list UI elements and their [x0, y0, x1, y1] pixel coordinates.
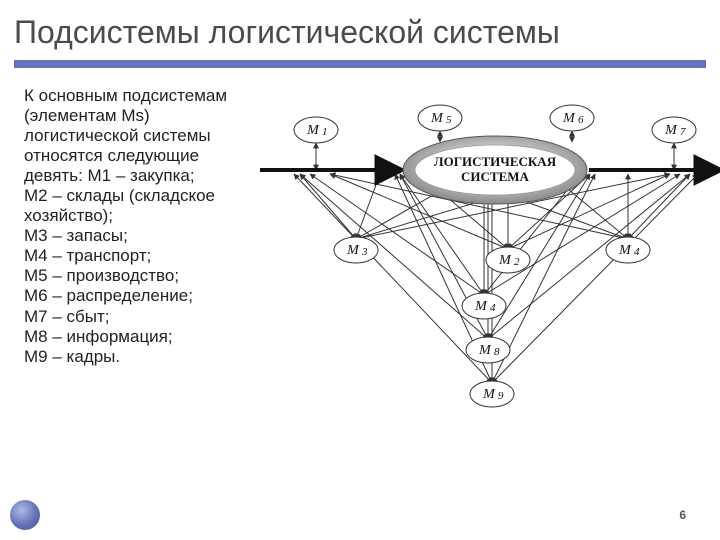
body-line: М4 – транспорт;: [24, 246, 264, 266]
accent-dot-icon: [10, 500, 40, 530]
svg-text:M: M: [618, 243, 632, 258]
svg-text:СИСТЕМА: СИСТЕМА: [461, 169, 530, 184]
body-line: К основным подсистемам: [24, 86, 264, 106]
body-line: М5 – производство;: [24, 266, 264, 286]
body-line: М6 – распределение;: [24, 286, 264, 306]
svg-text:2: 2: [514, 256, 520, 268]
svg-text:M: M: [478, 343, 492, 358]
node-m5: M5: [418, 105, 462, 131]
diagram-svg: ЛОГИСТИЧЕСКАЯСИСТЕМА M1M5M6M7M3M2M4M4M8M…: [270, 82, 710, 422]
diagram: ЛОГИСТИЧЕСКАЯСИСТЕМА M1M5M6M7M3M2M4M4M8M…: [270, 82, 710, 422]
svg-text:9: 9: [498, 390, 504, 402]
svg-text:3: 3: [361, 246, 368, 258]
node-m1: M1: [294, 117, 338, 143]
svg-text:4: 4: [634, 246, 640, 258]
node-m9: M9: [470, 381, 514, 407]
body-line: М9 – кадры.: [24, 347, 264, 367]
svg-text:7: 7: [680, 126, 686, 138]
svg-text:M: M: [346, 243, 360, 258]
svg-text:4: 4: [490, 302, 496, 314]
svg-text:M: M: [664, 123, 678, 138]
body-line: девять: М1 – закупка;: [24, 166, 264, 186]
svg-text:M: M: [498, 253, 512, 268]
svg-text:5: 5: [446, 114, 452, 126]
body-line: (элементам Ms): [24, 106, 264, 126]
svg-text:ЛОГИСТИЧЕСКАЯ: ЛОГИСТИЧЕСКАЯ: [434, 154, 557, 169]
page-number: 6: [679, 508, 686, 522]
node-m7: M7: [652, 117, 696, 143]
body-line: М3 – запасы;: [24, 226, 264, 246]
body-text: К основным подсистемам(элементам Ms)логи…: [24, 86, 264, 367]
svg-text:M: M: [306, 123, 320, 138]
node-m4: M4: [462, 293, 506, 319]
body-line: М8 – информация;: [24, 327, 264, 347]
body-line: М7 – сбыт;: [24, 307, 264, 327]
body-line: хозяйство);: [24, 206, 264, 226]
svg-text:M: M: [430, 111, 444, 126]
svg-text:M: M: [562, 111, 576, 126]
node-m6: M6: [550, 105, 594, 131]
slide-title: Подсистемы логистической системы: [14, 14, 706, 51]
body-line: относятся следующие: [24, 146, 264, 166]
svg-text:M: M: [474, 299, 488, 314]
node-m2: M2: [486, 247, 530, 273]
node-m8: M8: [466, 337, 510, 363]
title-underline: [14, 60, 706, 72]
svg-text:6: 6: [578, 114, 584, 126]
body-line: М2 – склады (складское: [24, 186, 264, 206]
svg-text:1: 1: [322, 126, 328, 138]
svg-text:8: 8: [494, 346, 500, 358]
svg-text:M: M: [482, 387, 496, 402]
node-m3: M3: [334, 237, 378, 263]
node-m4l: M4: [606, 237, 650, 263]
slide: Подсистемы логистической системы К основ…: [0, 0, 720, 540]
body-line: логистической системы: [24, 126, 264, 146]
